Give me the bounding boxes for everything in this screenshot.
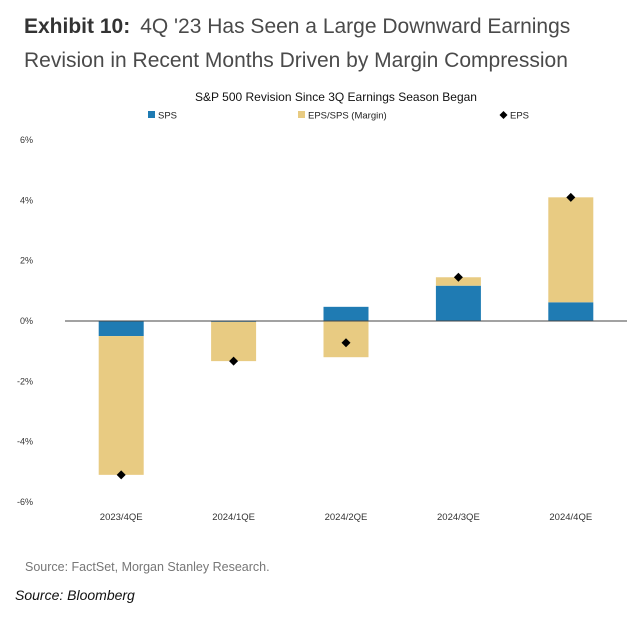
x-tick-label: 2024/1QE bbox=[212, 512, 255, 523]
y-tick-label: -2% bbox=[17, 376, 33, 386]
bar-eps-sps-margin-2024-4qe bbox=[548, 197, 594, 303]
legend-label-eps: EPS bbox=[510, 111, 529, 122]
marker-eps-2023-4qe bbox=[116, 470, 126, 480]
x-tick-label: 2024/4QE bbox=[549, 512, 592, 523]
legend-label-sps: SPS bbox=[158, 111, 177, 122]
bar-sps-2024-2qe bbox=[323, 306, 369, 321]
x-tick-label: 2024/2QE bbox=[325, 512, 368, 523]
marker-eps-2024-2qe bbox=[341, 338, 351, 348]
bar-sps-2023-4qe bbox=[98, 321, 144, 337]
bar-eps-sps-margin-2024-1qe bbox=[211, 321, 257, 362]
chart-title: S&P 500 Revision Since 3Q Earnings Seaso… bbox=[195, 90, 477, 104]
exhibit-title: 4Q '23 Has Seen a Large Downward Earning… bbox=[24, 15, 571, 72]
y-tick-label: -4% bbox=[17, 437, 33, 447]
exhibit-label: Exhibit 10: bbox=[24, 15, 131, 38]
x-tick-label: 2023/4QE bbox=[100, 512, 143, 523]
exhibit-heading: Exhibit 10: 4Q '23 Has Seen a Large Downw… bbox=[24, 10, 634, 78]
x-tick-label: 2024/3QE bbox=[437, 512, 480, 523]
y-tick-label: 0% bbox=[20, 316, 33, 326]
marker-eps-2024-1qe bbox=[229, 356, 239, 366]
bar-eps-sps-margin-2023-4qe bbox=[98, 336, 144, 475]
legend-label-eps-sps-margin: EPS/SPS (Margin) bbox=[308, 111, 387, 122]
source-credit: Source: Bloomberg bbox=[15, 587, 135, 603]
chart-legend: SPS EPS/SPS (Margin) EPS bbox=[148, 111, 529, 122]
y-tick-label: 6% bbox=[20, 135, 33, 145]
y-tick-label: -6% bbox=[17, 497, 33, 507]
bar-sps-2024-4qe bbox=[548, 302, 594, 321]
legend-swatch-eps bbox=[499, 111, 508, 119]
source-note: Source: FactSet, Morgan Stanley Research… bbox=[25, 560, 270, 574]
legend-swatch-sps bbox=[148, 111, 155, 118]
y-tick-label: 2% bbox=[20, 256, 33, 266]
revision-chart: S&P 500 Revision Since 3Q Earnings Seaso… bbox=[17, 90, 627, 523]
y-tick-label: 4% bbox=[20, 195, 33, 205]
marker-eps-2024-4qe bbox=[566, 192, 576, 202]
marker-eps-2024-3qe bbox=[453, 272, 463, 282]
bar-sps-2024-3qe bbox=[435, 285, 481, 321]
legend-swatch-eps-sps-margin bbox=[298, 111, 305, 118]
plot-area: 6% 4% 2% 0% -2% -4% -6% 2023/4QE 2024/1QE 2024/2Q… bbox=[17, 135, 627, 523]
